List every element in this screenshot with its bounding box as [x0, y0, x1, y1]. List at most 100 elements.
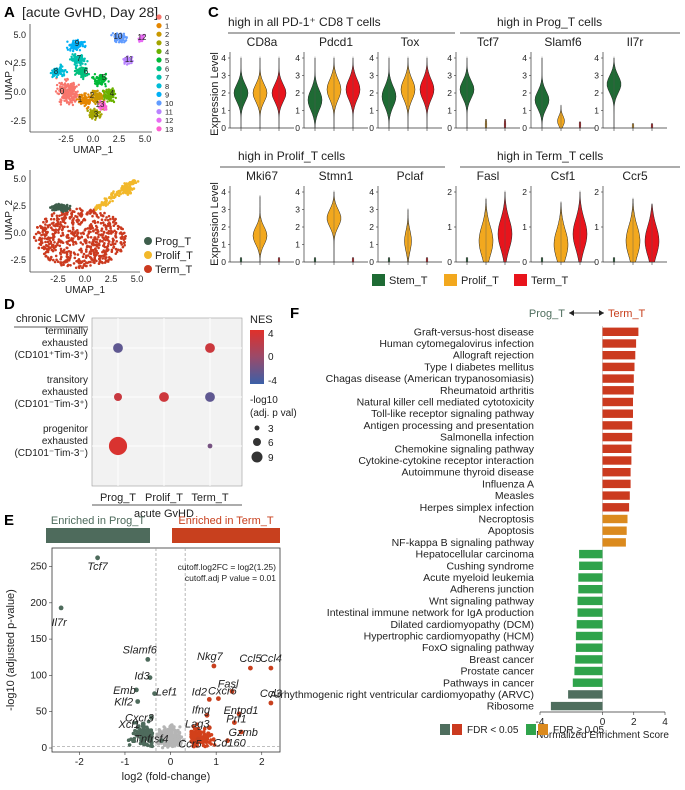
f-bar	[602, 397, 633, 407]
a-xtick: 0.0	[87, 134, 100, 144]
c-ytick: 2	[522, 187, 527, 197]
a-legend-swatch	[156, 117, 162, 123]
d-dot	[205, 343, 215, 353]
e-ytick: 50	[36, 707, 48, 718]
f-bar	[602, 386, 634, 395]
c-ytick: 2	[221, 88, 226, 98]
e-enriched-right: Enriched in Term_T	[178, 515, 273, 527]
f-category-label: Type I diabetes mellitus	[424, 361, 534, 373]
f-bar	[602, 362, 635, 372]
f-category-label: Intestinal immune network for IgA produc…	[327, 607, 534, 619]
d-dot	[207, 443, 213, 449]
c-ytick: 2	[295, 88, 300, 98]
d-dot	[205, 392, 215, 402]
f-bar	[602, 479, 631, 489]
a-ytick: 2.5	[13, 58, 26, 68]
f-category-label: Human cytomegalovirus infection	[379, 338, 534, 350]
a-legend-label: 1	[165, 22, 169, 31]
a-xlabel: UMAP_1	[73, 145, 113, 156]
f-xtick: 0	[600, 717, 606, 728]
f-xlabel: Normalized Enrichment Score	[536, 730, 669, 741]
a-legend-label: 8	[165, 82, 169, 91]
a-legend-label: 2	[165, 30, 169, 39]
e-gene-point	[135, 699, 141, 704]
c-ytick: 4	[447, 53, 452, 63]
e-gene-label: Id2	[192, 686, 207, 698]
f-category-label: Dilated cardiomyopathy (DCM)	[390, 619, 534, 631]
c-ytick: 3	[295, 71, 300, 81]
panel-b-cell-cloud	[32, 179, 140, 270]
d-size-tick: 3	[268, 424, 274, 435]
a-ytick: -2.5	[10, 116, 26, 126]
e-gene-point	[195, 736, 201, 742]
d-row-label: exhausted	[42, 387, 88, 398]
c-ytick: 2	[447, 88, 452, 98]
c-ytick: 4	[295, 187, 300, 197]
d-row-label: transitory	[47, 375, 88, 386]
c-ytick: 2	[369, 88, 374, 98]
c-ytick: 0	[522, 123, 527, 133]
f-bar	[579, 561, 603, 570]
f-bar	[574, 666, 603, 676]
f-bar	[602, 374, 634, 383]
a-legend-label: 9	[165, 90, 169, 99]
d-nes-tick: -4	[268, 376, 277, 387]
f-bar	[579, 549, 603, 559]
e-enriched-left: Enriched in Prog_T	[51, 515, 145, 527]
a-cluster-label: 4	[110, 89, 115, 98]
f-category-label: Apoptosis	[488, 525, 534, 537]
c-ytick: 2	[221, 222, 226, 232]
d-col-prolif: Prolif_T	[145, 492, 183, 504]
b-xtick: -2.5	[50, 274, 66, 284]
e-gene-point	[159, 738, 164, 744]
a-legend-swatch	[156, 83, 162, 89]
b-ytick: -2.5	[10, 255, 26, 265]
e-gene-point	[229, 689, 235, 694]
c-ytick: 0	[447, 257, 452, 267]
d-row-labels: terminallyexhausted(CD101⁺Tim-3⁺)transit…	[14, 326, 88, 459]
a-cluster-label: 5	[102, 73, 107, 82]
b-legend-term: Term_T	[155, 264, 193, 276]
f-xtick: 4	[662, 717, 668, 728]
c-ytick: 2	[594, 88, 599, 98]
e-gene-label: Tcf7	[87, 561, 108, 573]
f-category-label: Allograft rejection	[453, 350, 534, 362]
f-category-label: Antigen processing and presentation	[364, 420, 535, 432]
e-cutoff-2: cutoff.adj P value = 0.01	[185, 573, 276, 583]
a-legend-swatch	[156, 74, 162, 80]
f-category-label: Necroptosis	[479, 514, 534, 526]
f-category-label: Herpes simplex infection	[420, 502, 535, 514]
f-bar	[578, 585, 603, 594]
panel-label-c: C	[208, 4, 219, 21]
e-gene-label: Fasl	[218, 678, 239, 690]
a-cluster-label: 9	[75, 39, 80, 48]
f-category-label: Natural killer cell mediated cytotoxicit…	[357, 397, 535, 409]
c-gene-title: Pdcd1	[319, 35, 353, 49]
e-gene-point	[206, 725, 212, 731]
e-gene-point	[145, 657, 151, 662]
c-ytick: 0	[221, 123, 226, 133]
c-ytick: 3	[295, 205, 300, 215]
c-ytick: 2	[295, 222, 300, 232]
b-ytick: 0.0	[13, 228, 26, 238]
a-legend-label: 13	[165, 125, 173, 134]
a-cluster-label: 12	[138, 33, 147, 42]
c-legend-prolif: Prolif_T	[461, 275, 499, 287]
c-ytick: 3	[369, 71, 374, 81]
panel-a-umap-clusters: [acute GvHD, Day 28] 01 2345678910111213 …	[4, 4, 173, 156]
f-bar	[568, 690, 603, 699]
f-category-label: Cytokine-cytokine receptor interaction	[358, 455, 534, 467]
c-ytick: 1	[369, 240, 374, 250]
f-bar	[602, 503, 630, 512]
f-bar	[602, 491, 630, 500]
d-row-label: terminally	[45, 326, 88, 337]
a-legend-label: 7	[165, 73, 169, 82]
f-category-label: Rheumatoid arthritis	[440, 385, 534, 397]
c-ytick: 0	[522, 257, 527, 267]
a-cluster-label: 10	[114, 32, 123, 41]
c-legend-stem: Stem_T	[389, 275, 428, 287]
e-gene-point	[248, 665, 253, 671]
e-gene-label: Xcl1	[117, 719, 139, 731]
f-bar	[602, 409, 633, 418]
